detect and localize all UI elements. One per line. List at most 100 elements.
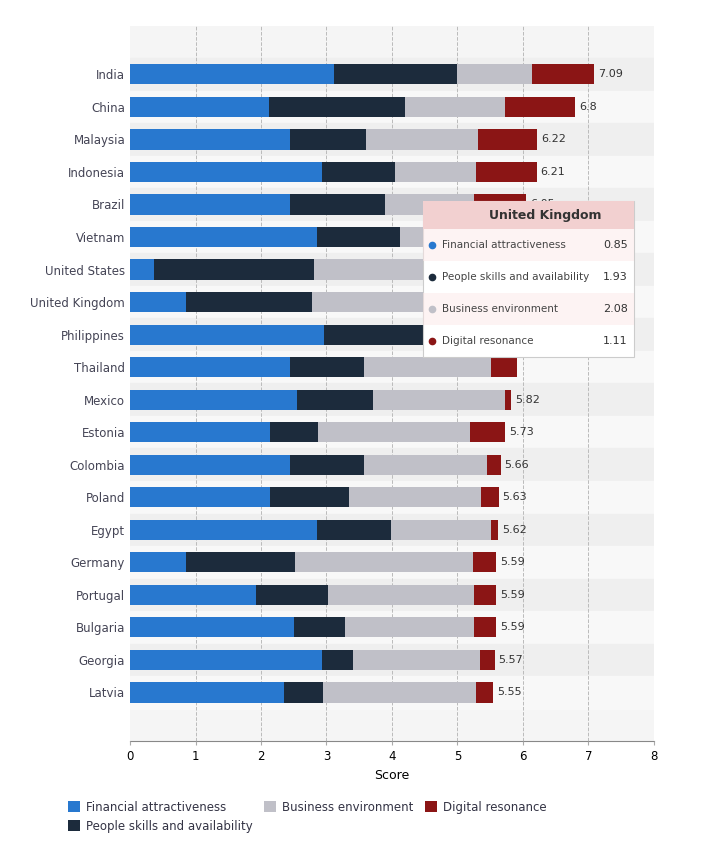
Bar (130, 579, 654, 611)
Bar (363, 357, 491, 377)
Text: 5.59: 5.59 (500, 557, 524, 567)
Text: 6.05: 6.05 (530, 199, 555, 210)
Bar (532, 64, 594, 84)
Text: 5.66: 5.66 (505, 460, 529, 469)
Bar (322, 162, 395, 182)
X-axis label: Score: Score (374, 769, 410, 782)
Bar (364, 455, 487, 475)
Bar (349, 487, 481, 507)
Bar (323, 682, 476, 703)
Bar (130, 448, 654, 481)
Text: Digital resonance: Digital resonance (441, 337, 533, 346)
Bar (475, 618, 496, 637)
Bar (475, 194, 526, 215)
Text: Financial attractiveness: Financial attractiveness (441, 240, 565, 250)
Bar (130, 156, 654, 188)
Text: 5.59: 5.59 (500, 622, 524, 632)
Bar (290, 194, 385, 215)
Bar (130, 682, 284, 703)
Bar (130, 552, 186, 573)
Bar (130, 194, 290, 215)
Bar (130, 188, 654, 221)
Bar (458, 64, 532, 84)
Bar (284, 682, 323, 703)
Bar (270, 487, 349, 507)
Bar (130, 389, 297, 410)
Bar (130, 285, 654, 319)
Bar (423, 201, 634, 229)
Bar (479, 260, 521, 279)
Bar (494, 325, 520, 345)
Bar (130, 676, 654, 709)
Text: 5.82: 5.82 (515, 394, 540, 405)
Bar (130, 514, 654, 546)
Bar (130, 584, 257, 605)
Bar (130, 643, 654, 676)
Bar (334, 64, 458, 84)
Bar (395, 162, 477, 182)
Bar (130, 64, 334, 84)
Bar (449, 292, 521, 312)
Text: 5.73: 5.73 (509, 427, 534, 437)
Bar (322, 650, 354, 670)
Bar (477, 162, 536, 182)
Bar (294, 618, 344, 637)
Bar (186, 292, 312, 312)
Bar (505, 389, 511, 410)
Bar (130, 260, 154, 279)
Bar (423, 293, 634, 325)
Text: 6.8: 6.8 (579, 102, 597, 112)
Bar (130, 520, 316, 540)
Bar (328, 584, 475, 605)
Bar (473, 552, 496, 573)
Bar (130, 455, 290, 475)
Bar (130, 319, 654, 351)
Text: 5.62: 5.62 (502, 525, 527, 535)
Text: 7.09: 7.09 (598, 69, 623, 79)
Bar (491, 520, 498, 540)
Bar (130, 546, 654, 579)
Bar (130, 58, 654, 90)
Bar (344, 618, 475, 637)
Bar (130, 90, 654, 124)
Bar (475, 584, 496, 605)
Text: 1.93: 1.93 (603, 272, 628, 282)
Bar (130, 227, 316, 247)
Bar (130, 650, 322, 670)
Bar (130, 481, 654, 514)
Bar (257, 584, 328, 605)
Bar (324, 325, 439, 345)
Text: 5.55: 5.55 (497, 688, 522, 698)
Bar (477, 130, 537, 149)
Bar (290, 130, 366, 149)
Bar (295, 552, 473, 573)
FancyBboxPatch shape (423, 201, 634, 357)
Bar (505, 97, 575, 117)
Bar (130, 221, 654, 253)
Bar (470, 422, 505, 442)
Bar (186, 552, 295, 573)
Text: 5.63: 5.63 (503, 492, 527, 503)
Legend: Financial attractiveness, People skills and availability, Business environment, : Financial attractiveness, People skills … (68, 801, 546, 832)
Bar (130, 130, 290, 149)
Bar (130, 422, 270, 442)
Text: 5.59: 5.59 (500, 590, 524, 600)
Bar (479, 650, 495, 670)
Bar (385, 194, 475, 215)
Bar (405, 97, 505, 117)
Bar (316, 227, 400, 247)
Bar (130, 253, 654, 285)
Bar (400, 227, 498, 247)
Bar (314, 260, 479, 279)
Bar (269, 97, 405, 117)
Bar (130, 162, 322, 182)
Bar (130, 351, 654, 383)
Bar (297, 389, 373, 410)
Bar (130, 618, 294, 637)
Bar (498, 227, 521, 247)
Bar (130, 124, 654, 156)
Bar (312, 292, 449, 312)
Bar (130, 416, 654, 448)
Text: 5.57: 5.57 (498, 655, 524, 665)
Bar (373, 389, 505, 410)
